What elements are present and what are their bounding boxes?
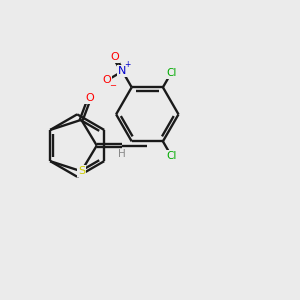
Text: S: S bbox=[78, 166, 85, 176]
Text: O: O bbox=[110, 52, 119, 62]
Text: O: O bbox=[85, 93, 94, 103]
Text: Cl: Cl bbox=[166, 151, 176, 160]
Text: O: O bbox=[103, 75, 111, 85]
Text: Cl: Cl bbox=[166, 68, 176, 78]
Text: N: N bbox=[118, 66, 127, 76]
Text: H: H bbox=[118, 149, 126, 160]
Text: −: − bbox=[109, 81, 116, 90]
Text: +: + bbox=[124, 60, 131, 69]
